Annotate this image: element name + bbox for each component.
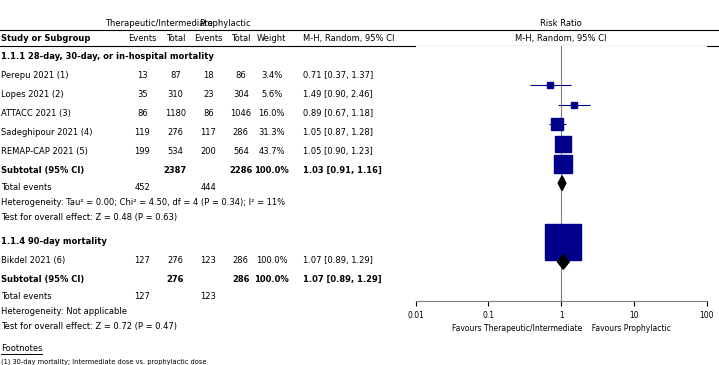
Text: 276: 276: [168, 256, 183, 265]
Text: 2286: 2286: [229, 166, 252, 175]
Text: 86: 86: [137, 109, 147, 118]
Text: Test for overall effect: Z = 0.72 (P = 0.47): Test for overall effect: Z = 0.72 (P = 0…: [1, 322, 178, 331]
Text: 1.07 [0.89, 1.29]: 1.07 [0.89, 1.29]: [303, 275, 382, 284]
Text: Lopes 2021 (2): Lopes 2021 (2): [1, 90, 64, 99]
Text: Events: Events: [128, 34, 157, 43]
Text: 1046: 1046: [230, 109, 252, 118]
Text: Heterogeneity: Not applicable: Heterogeneity: Not applicable: [1, 307, 127, 316]
Text: 199: 199: [134, 147, 150, 156]
Text: 534: 534: [168, 147, 183, 156]
Text: 123: 123: [201, 292, 216, 300]
Text: 0.89 [0.67, 1.18]: 0.89 [0.67, 1.18]: [303, 109, 374, 118]
Text: Perepu 2021 (1): Perepu 2021 (1): [1, 71, 69, 80]
Text: Heterogeneity: Tau² = 0.00; Chi² = 4.50, df = 4 (P = 0.34); I² = 11%: Heterogeneity: Tau² = 0.00; Chi² = 4.50,…: [1, 199, 285, 207]
Polygon shape: [558, 176, 566, 191]
Text: 452: 452: [134, 183, 150, 192]
Text: 1.05 [0.90, 1.23]: 1.05 [0.90, 1.23]: [303, 147, 373, 156]
Text: REMAP-CAP 2021 (5): REMAP-CAP 2021 (5): [1, 147, 88, 156]
Text: 286: 286: [233, 128, 249, 137]
Text: 86: 86: [236, 71, 246, 80]
Text: 1.1.4 90-day mortality: 1.1.4 90-day mortality: [1, 237, 107, 246]
Text: 3.4%: 3.4%: [261, 71, 283, 80]
Text: Total: Total: [231, 34, 251, 43]
Text: M-H, Random, 95% CI: M-H, Random, 95% CI: [303, 34, 395, 43]
Text: 1.03 [0.91, 1.16]: 1.03 [0.91, 1.16]: [303, 166, 383, 175]
Text: Events: Events: [194, 34, 223, 43]
Text: 286: 286: [232, 275, 249, 284]
Text: 1.49 [0.90, 2.46]: 1.49 [0.90, 2.46]: [303, 90, 373, 99]
Text: 5.6%: 5.6%: [261, 90, 283, 99]
Text: Bikdel 2021 (6): Bikdel 2021 (6): [1, 256, 65, 265]
Text: Total events: Total events: [1, 292, 52, 300]
Text: Risk Ratio: Risk Ratio: [540, 19, 582, 28]
Text: 2387: 2387: [164, 166, 187, 175]
Text: 276: 276: [168, 128, 183, 137]
Text: 43.7%: 43.7%: [258, 147, 285, 156]
Text: Test for overall effect: Z = 0.48 (P = 0.63): Test for overall effect: Z = 0.48 (P = 0…: [1, 213, 178, 222]
X-axis label: Favours Therapeutic/Intermediate    Favours Prophylactic: Favours Therapeutic/Intermediate Favours…: [452, 324, 671, 333]
Polygon shape: [557, 254, 569, 269]
Text: 276: 276: [167, 275, 184, 284]
Text: (1) 30-day mortality; Intermediate dose vs. prophylactic dose: (1) 30-day mortality; Intermediate dose …: [1, 359, 207, 365]
Text: 100.0%: 100.0%: [255, 166, 289, 175]
Text: 444: 444: [201, 183, 216, 192]
Text: 286: 286: [233, 256, 249, 265]
Text: Weight: Weight: [257, 34, 286, 43]
Text: 100.0%: 100.0%: [255, 275, 289, 284]
Text: Study or Subgroup: Study or Subgroup: [1, 34, 91, 43]
Text: 35: 35: [137, 90, 147, 99]
Text: 86: 86: [203, 109, 214, 118]
Text: Subtotal (95% CI): Subtotal (95% CI): [1, 166, 85, 175]
Text: Footnotes: Footnotes: [1, 345, 43, 353]
Text: Subtotal (95% CI): Subtotal (95% CI): [1, 275, 85, 284]
Text: 117: 117: [201, 128, 216, 137]
Text: 119: 119: [134, 128, 150, 137]
Text: 1.07 [0.89, 1.29]: 1.07 [0.89, 1.29]: [303, 256, 373, 265]
Text: 127: 127: [134, 256, 150, 265]
Text: Prophylactic: Prophylactic: [199, 19, 250, 28]
Text: 13: 13: [137, 71, 147, 80]
Text: 1180: 1180: [165, 109, 186, 118]
Text: 310: 310: [168, 90, 183, 99]
Text: Therapeutic/Intermediate: Therapeutic/Intermediate: [105, 19, 213, 28]
Text: 304: 304: [233, 90, 249, 99]
Text: 123: 123: [201, 256, 216, 265]
Text: 100.0%: 100.0%: [256, 256, 288, 265]
Text: 0.71 [0.37, 1.37]: 0.71 [0.37, 1.37]: [303, 71, 374, 80]
Text: Total: Total: [165, 34, 186, 43]
Text: 564: 564: [233, 147, 249, 156]
Text: 127: 127: [134, 292, 150, 300]
Text: 1.05 [0.87, 1.28]: 1.05 [0.87, 1.28]: [303, 128, 373, 137]
Text: 87: 87: [170, 71, 180, 80]
Text: ATTACC 2021 (3): ATTACC 2021 (3): [1, 109, 71, 118]
Text: 16.0%: 16.0%: [259, 109, 285, 118]
Text: Sadeghipour 2021 (4): Sadeghipour 2021 (4): [1, 128, 93, 137]
Text: 18: 18: [203, 71, 214, 80]
Text: 23: 23: [203, 90, 214, 99]
Text: Total events: Total events: [1, 183, 52, 192]
Text: M-H, Random, 95% CI: M-H, Random, 95% CI: [516, 34, 607, 43]
Text: 31.3%: 31.3%: [258, 128, 285, 137]
Text: 200: 200: [201, 147, 216, 156]
Text: 1.1.1 28-day, 30-day, or in-hospital mortality: 1.1.1 28-day, 30-day, or in-hospital mor…: [1, 52, 214, 61]
